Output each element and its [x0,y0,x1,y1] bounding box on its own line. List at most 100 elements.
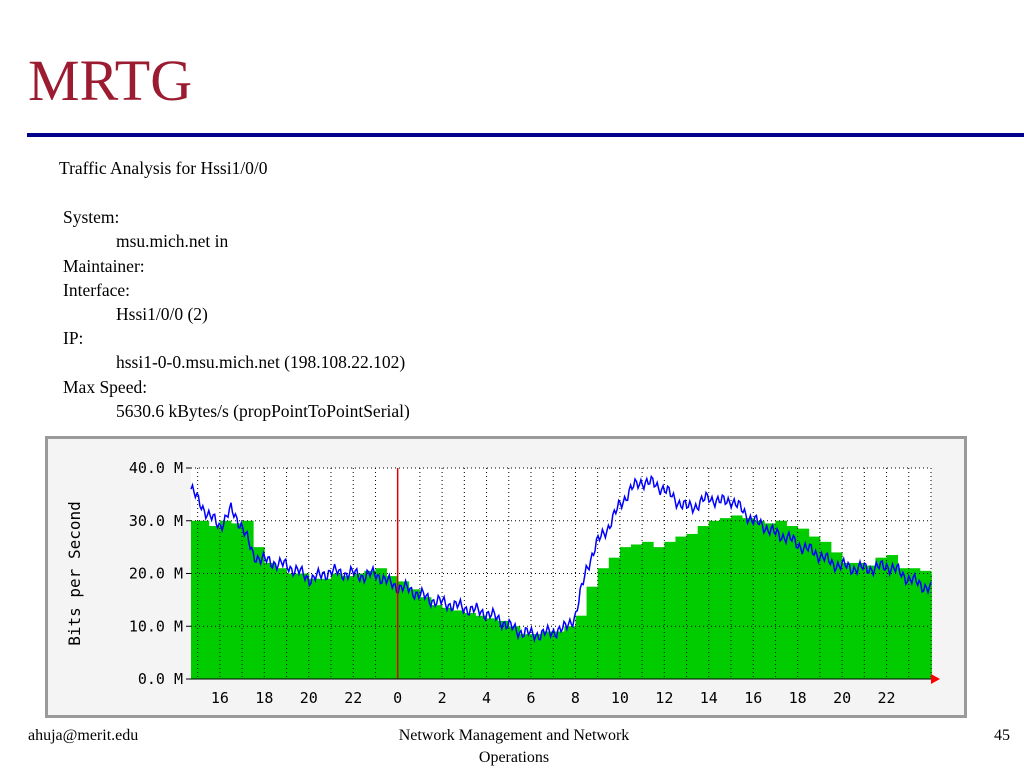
ip-value: hssi1-0-0.msu.mich.net (198.108.22.102) [116,352,406,372]
interface-value: Hssi1/0/0 (2) [116,304,208,324]
incoming-bar [542,631,554,679]
incoming-bar [686,533,699,679]
x-tick-label: 0 [393,689,402,707]
incoming-bar [753,520,765,679]
incoming-bar [553,631,565,679]
y-tick-label: 40.0 M [129,459,183,477]
incoming-bar [697,526,710,679]
incoming-bar [631,544,643,679]
incoming-bar [786,526,799,679]
incoming-bar [342,576,354,679]
incoming-bar [286,573,299,679]
incoming-bar [819,541,832,679]
x-tick-label: 8 [571,689,580,707]
incoming-bar [497,620,510,679]
incoming-bar [586,586,599,679]
x-tick-label: 2 [438,689,447,707]
incoming-bar [908,568,921,679]
incoming-bar [197,520,210,679]
incoming-bar [475,615,487,679]
incoming-bar [242,520,254,679]
incoming-bar [231,523,243,679]
axis-arrow [931,674,940,684]
incoming-bar [442,607,454,679]
x-tick-label: 18 [255,689,273,707]
incoming-bar [731,515,743,679]
incoming-bar [219,520,232,679]
incoming-bar [664,541,676,679]
incoming-bar [408,589,421,679]
maxspeed-label: Max Speed: [63,377,148,397]
incoming-bar [519,634,532,679]
incoming-bar [931,573,932,679]
incoming-bar [264,562,276,679]
incoming-bar [831,552,843,679]
incoming-bar [375,568,387,679]
incoming-bar [775,520,787,679]
incoming-bar [608,557,621,679]
y-tick-label: 30.0 M [129,512,183,530]
incoming-bar [419,597,432,679]
incoming-bar [842,562,854,679]
incoming-bar [653,547,665,679]
maxspeed-value: 5630.6 kBytes/s (propPointToPointSerial) [116,401,410,421]
incoming-bar [353,573,365,679]
incoming-bar [431,605,443,679]
x-tick-label: 18 [789,689,807,707]
incoming-bar [675,536,687,679]
incoming-bar [764,523,776,679]
x-tick-label: 16 [211,689,229,707]
incoming-bar [875,557,887,679]
y-axis-label: Bits per Second [65,501,84,646]
incoming-bar [508,626,521,679]
incoming-bar [364,570,376,679]
incoming-bar [453,610,465,679]
x-tick-label: 22 [878,689,896,707]
incoming-bar [886,555,899,679]
y-tick-label: 0.0 M [138,670,183,688]
incoming-bar [386,576,399,679]
ip-label: IP: [63,328,84,348]
x-tick-label: 6 [526,689,535,707]
footer-title-line1: Network Management and Network [398,727,630,744]
incoming-bar [191,520,199,679]
incoming-bar [253,547,265,679]
x-tick-label: 14 [700,689,718,707]
info-heading: Traffic Analysis for Hssi1/0/0 [59,158,268,178]
incoming-bar [708,520,721,679]
footer-title: Network Management and Network Operation… [340,725,688,769]
incoming-bar [531,634,543,679]
page-number: 45 [994,727,1010,744]
x-tick-label: 20 [833,689,851,707]
system-value: msu.mich.net in [116,231,229,251]
x-tick-label: 12 [655,689,673,707]
incoming-bar [864,565,876,679]
incoming-bar [397,581,410,679]
chart-panel: 0.0 M 10.0 M 20.0 M 30.0 M 40.0 M 16 18 20 22 0 2 4… [45,436,967,718]
footer-email: ahuja@merit.edu [28,727,139,744]
incoming-bar [642,541,654,679]
x-tick-label: 22 [344,689,362,707]
incoming-bar [597,568,610,679]
traffic-chart: 0.0 M 10.0 M 20.0 M 30.0 M 40.0 M 16 18 20 22 0 2 4… [65,459,940,707]
incoming-bar [464,613,476,679]
incoming-bar [797,528,810,679]
incoming-bar [808,536,821,679]
incoming-bar [486,618,499,679]
y-tick-label: 20.0 M [129,565,183,583]
incoming-bar [275,568,287,679]
x-tick-label: 10 [611,689,629,707]
slide-title: MRTG [28,48,193,113]
footer-title-line2: Operations [478,749,550,766]
outgoing-line [190,474,932,644]
incoming-bar [853,562,865,679]
x-tick-label: 4 [482,689,491,707]
interface-label: Interface: [63,280,131,300]
incoming-bar [919,570,932,679]
incoming-bar [319,578,332,679]
incoming-bar [208,526,221,679]
incoming-bar [331,573,343,679]
x-tick-label: 16 [744,689,762,707]
maintainer-label: Maintainer: [63,256,145,276]
incoming-bar [564,626,576,679]
